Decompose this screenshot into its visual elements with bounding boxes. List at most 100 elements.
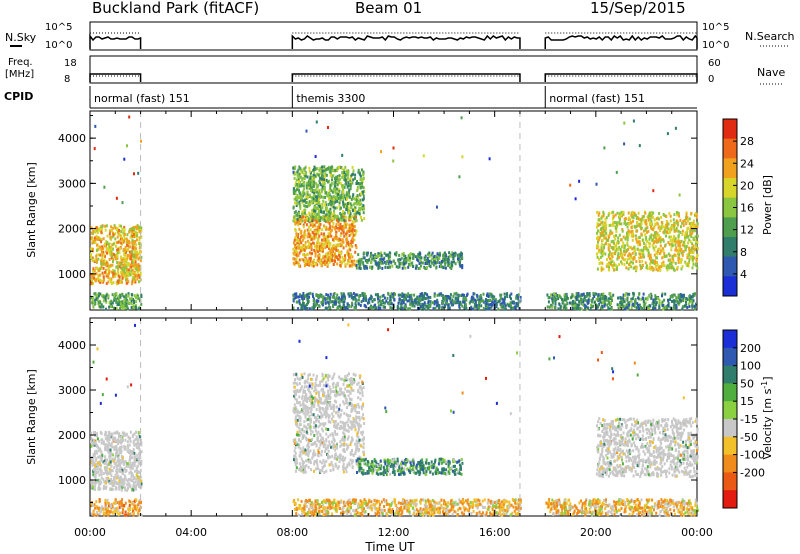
- echo-cell: [131, 227, 134, 230]
- echo-cell: [444, 305, 446, 309]
- echo-cell: [670, 266, 673, 270]
- echo-cell: [304, 243, 307, 247]
- echo-cell: [308, 261, 310, 265]
- echo-cell: [128, 272, 131, 276]
- echo-cell: [667, 231, 670, 235]
- echo-cell: [681, 229, 684, 233]
- echo-cell: [124, 304, 127, 307]
- echo-cell: [333, 292, 336, 295]
- echo-cell: [117, 231, 120, 235]
- echo-cell: [624, 217, 627, 221]
- echo-cell: [378, 253, 381, 257]
- echo-cell: [121, 239, 124, 243]
- echo-cell: [688, 250, 691, 254]
- echo-cell: [99, 292, 102, 296]
- echo-cell: [384, 262, 387, 266]
- echo-cell: [321, 249, 324, 253]
- echo-cell: [110, 277, 113, 281]
- echo-cell: [417, 302, 420, 306]
- echo-cell: [344, 257, 347, 260]
- echo-cell: [599, 222, 602, 226]
- echo-cell: [418, 262, 421, 265]
- echo-cell: [361, 206, 364, 209]
- echo-cell: [623, 249, 625, 253]
- echo-cell: [309, 181, 312, 185]
- echo-cell: [439, 261, 442, 265]
- echo-cell: [309, 228, 312, 232]
- echo-cell: [651, 244, 654, 248]
- nsky-tick-top: 10^5: [45, 22, 72, 33]
- echo-cell: [117, 463, 120, 466]
- echo-cell: [424, 267, 427, 270]
- echo-cell: [352, 233, 355, 237]
- echo-cell: [687, 226, 690, 230]
- echo-cell: [308, 200, 311, 204]
- echo-cell: [680, 267, 683, 271]
- echo-cell: [300, 218, 303, 222]
- echo-cell: [101, 225, 104, 228]
- echo-cell: [342, 246, 345, 250]
- echo-cell: [423, 292, 426, 295]
- echo-cell: [319, 195, 322, 199]
- echo-cell: [441, 301, 444, 305]
- echo-cell: [328, 226, 331, 230]
- echo-cell: [595, 252, 598, 256]
- echo-cell: [693, 304, 696, 308]
- echo-cell: [121, 460, 124, 464]
- echo-cell: [554, 293, 557, 297]
- echo-cell: [504, 307, 507, 311]
- echo-cell: [642, 215, 645, 218]
- echo-cell: [611, 264, 614, 268]
- echo-cell: [97, 470, 100, 474]
- echo-cell: [686, 306, 689, 309]
- echo-cell: [425, 261, 428, 265]
- echo-cell: [318, 247, 321, 251]
- echo-cell: [318, 207, 321, 211]
- echo-cell: [340, 250, 343, 254]
- echo-cell: [124, 305, 126, 309]
- echo-cell: [322, 182, 325, 186]
- echo-cell: [655, 264, 657, 268]
- echo-cell: [123, 230, 126, 234]
- echo-cell: [645, 238, 648, 242]
- echo-cell: [136, 295, 139, 299]
- echo-cell: [340, 206, 342, 210]
- echo-cell: [458, 254, 461, 258]
- echo-cell: [452, 303, 454, 307]
- echo-cell: [125, 306, 128, 310]
- echo-cell: [316, 199, 319, 202]
- echo-cell: [131, 268, 134, 272]
- echo-cell: [113, 253, 115, 257]
- echo-cell: [102, 299, 105, 303]
- echo-cell: [666, 268, 669, 272]
- echo-cell: [343, 300, 346, 304]
- echo-cell: [126, 254, 129, 257]
- echo-cell: [694, 212, 697, 215]
- echo-cell: [296, 233, 298, 237]
- echo-cell: [376, 293, 379, 297]
- echo-cell: [293, 220, 296, 224]
- echo-cell: [417, 255, 420, 259]
- echo-cell: [133, 172, 135, 176]
- echo-cell: [680, 239, 683, 243]
- echo-cell: [484, 304, 487, 308]
- echo-cell: [102, 295, 105, 299]
- echo-cell: [106, 251, 109, 255]
- echo-cell: [340, 298, 342, 302]
- echo-cell: [563, 298, 566, 302]
- echo-cell: [672, 218, 675, 222]
- echo-cell: [116, 279, 119, 283]
- echo-cell: [670, 261, 673, 265]
- echo-cell: [593, 300, 596, 304]
- echo-cell: [362, 197, 365, 201]
- echo-cell: [325, 173, 328, 177]
- echo-cell: [324, 255, 327, 259]
- echo-cell: [674, 223, 676, 227]
- echo-cell: [347, 194, 350, 198]
- echo-cell: [323, 174, 326, 178]
- echo-cell: [329, 259, 332, 263]
- echo-cell: [311, 292, 314, 296]
- echo-cell: [405, 297, 407, 301]
- echo-cell: [350, 197, 353, 201]
- echo-cell: [617, 254, 620, 258]
